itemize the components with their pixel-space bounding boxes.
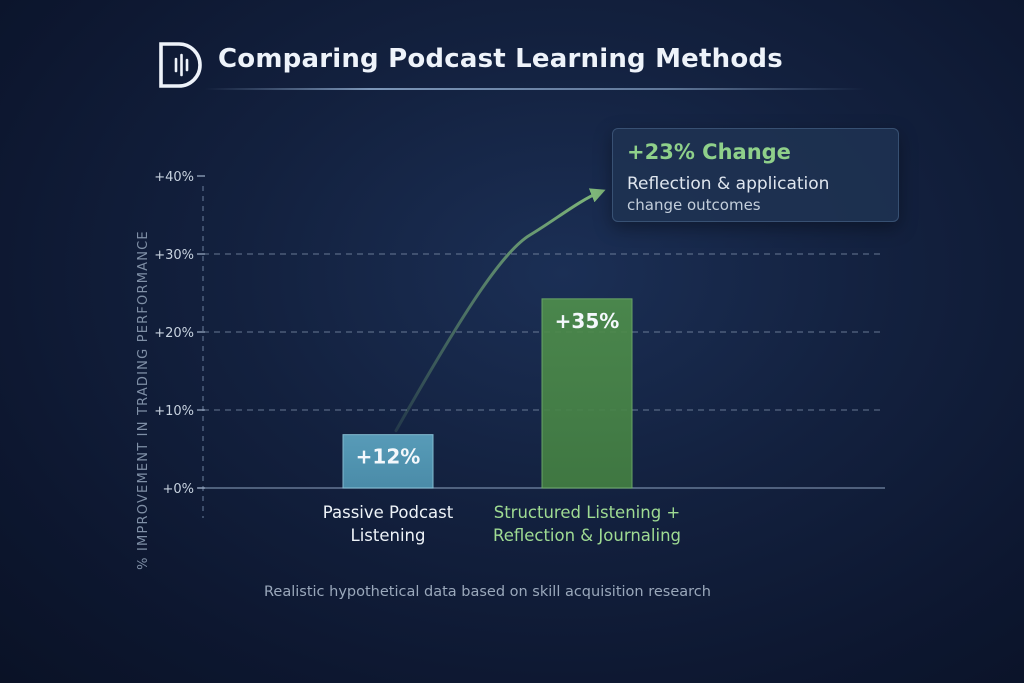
title-underline [205,88,865,90]
callout-line-2: change outcomes [627,196,761,214]
callout-line-1: Reflection & application [627,174,830,194]
y-tick-label: +40% [154,170,194,185]
podcast-d-logo-icon [159,42,202,88]
x-category-label: Structured Listening + [494,503,681,522]
x-category-label: Listening [351,526,426,545]
y-tick-label: +0% [162,482,194,497]
bar-1 [342,434,434,489]
bar-value-label: +35% [555,309,620,333]
x-category-label: Reflection & Journaling [493,526,681,545]
y-tick-label: +20% [154,326,194,341]
change-callout: +23% Change Reflection & application cha… [612,128,899,222]
x-category-label: Passive Podcast [323,503,454,522]
y-axis-title: % IMPROVEMENT IN TRADING PERFORMANCE [136,230,151,570]
chart-footnote: Realistic hypothetical data based on ski… [264,584,711,600]
bar-value-label: +12% [356,445,421,469]
bar-2 [541,298,633,489]
y-tick-label: +30% [154,248,194,263]
y-tick-label: +10% [154,404,194,419]
trend-arrow [394,188,606,433]
callout-headline: +23% Change [627,140,791,164]
chart-title: Comparing Podcast Learning Methods [218,44,783,74]
